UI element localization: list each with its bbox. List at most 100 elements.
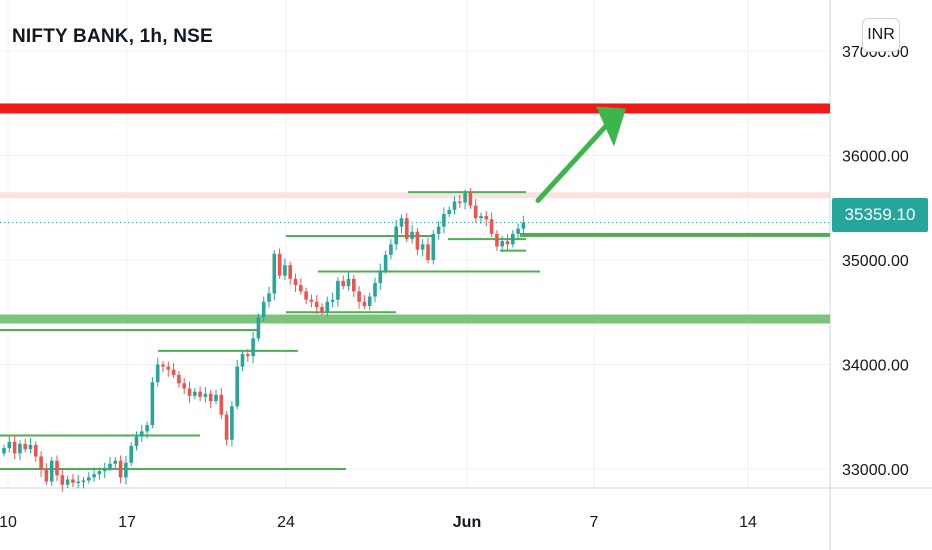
candle — [495, 233, 499, 247]
candle — [145, 425, 149, 432]
candle — [304, 291, 308, 300]
candle — [410, 231, 414, 240]
candle — [102, 467, 107, 472]
candle — [140, 431, 144, 437]
candle — [76, 481, 80, 484]
candle — [415, 231, 420, 250]
candle — [299, 285, 303, 292]
candle — [357, 291, 361, 302]
x-tick-label: Jun — [453, 514, 481, 531]
candle — [511, 233, 515, 245]
candle — [193, 391, 197, 396]
candle — [468, 193, 473, 206]
candle — [44, 470, 49, 482]
candle — [373, 282, 377, 297]
candle — [203, 393, 208, 397]
candle — [383, 254, 388, 271]
candle — [516, 228, 520, 234]
candle — [92, 474, 96, 478]
candle — [442, 214, 446, 227]
resistance-band — [0, 103, 830, 114]
candle — [458, 201, 462, 203]
candle — [7, 441, 12, 449]
candle — [198, 391, 202, 397]
candle — [346, 278, 351, 287]
candle — [463, 193, 467, 203]
candle — [261, 301, 266, 318]
candle — [420, 244, 425, 250]
candle — [235, 366, 239, 407]
candle — [28, 444, 33, 450]
candle — [378, 270, 383, 283]
candle — [362, 301, 367, 306]
candle — [336, 280, 340, 300]
candle — [177, 374, 181, 384]
candle — [267, 293, 271, 302]
last-price-label: 35359.10 — [832, 198, 928, 232]
candle — [394, 226, 398, 245]
candle — [399, 218, 404, 227]
candle — [12, 441, 17, 454]
candle — [473, 205, 478, 219]
candle — [129, 446, 133, 463]
candle — [426, 244, 430, 260]
candle — [23, 443, 27, 450]
candle — [108, 463, 112, 468]
candle — [251, 338, 255, 357]
candle — [55, 460, 59, 476]
candle — [436, 226, 441, 234]
currency-button[interactable]: INR — [862, 18, 900, 52]
candle — [314, 301, 319, 308]
candle — [505, 241, 510, 245]
candle — [134, 436, 139, 447]
candle — [118, 460, 123, 478]
candle — [39, 456, 43, 471]
candle — [405, 218, 409, 240]
candle — [182, 383, 186, 389]
x-tick-label: 10 — [0, 514, 17, 531]
faint-level-band — [0, 192, 830, 199]
candle — [283, 265, 287, 276]
candle — [288, 265, 292, 279]
candle — [447, 209, 451, 215]
candle — [277, 253, 282, 276]
candle — [214, 394, 218, 402]
trend-arrow-shaft — [535, 118, 613, 203]
candle — [230, 406, 234, 440]
candle — [352, 278, 356, 292]
candle — [224, 414, 229, 440]
candle — [87, 477, 91, 481]
candle — [34, 444, 38, 457]
candle — [65, 479, 70, 485]
y-tick-label: 33000.00 — [842, 462, 909, 479]
candle — [521, 222, 526, 229]
candle — [97, 471, 102, 475]
candle — [18, 443, 22, 454]
x-tick-label: 24 — [277, 514, 295, 531]
candle — [246, 354, 250, 357]
candle — [81, 480, 86, 482]
candle — [500, 241, 504, 247]
support-band — [0, 314, 830, 324]
candle — [219, 394, 224, 415]
candle — [113, 460, 118, 464]
candle — [208, 393, 213, 402]
candle — [60, 475, 65, 485]
y-tick-label: 35000.00 — [842, 253, 909, 270]
candle — [367, 296, 372, 306]
candle — [309, 299, 314, 302]
candle — [124, 462, 128, 478]
candle — [49, 460, 54, 482]
candle — [452, 201, 457, 210]
candle — [479, 216, 483, 219]
y-tick-label: 36000.00 — [842, 149, 909, 166]
candle — [256, 317, 261, 339]
x-tick-label: 14 — [739, 514, 757, 531]
candle — [71, 479, 75, 483]
candle — [330, 299, 335, 302]
candle — [341, 280, 345, 287]
candle — [320, 307, 324, 313]
candle — [389, 244, 393, 255]
x-tick-label: 7 — [590, 514, 599, 531]
